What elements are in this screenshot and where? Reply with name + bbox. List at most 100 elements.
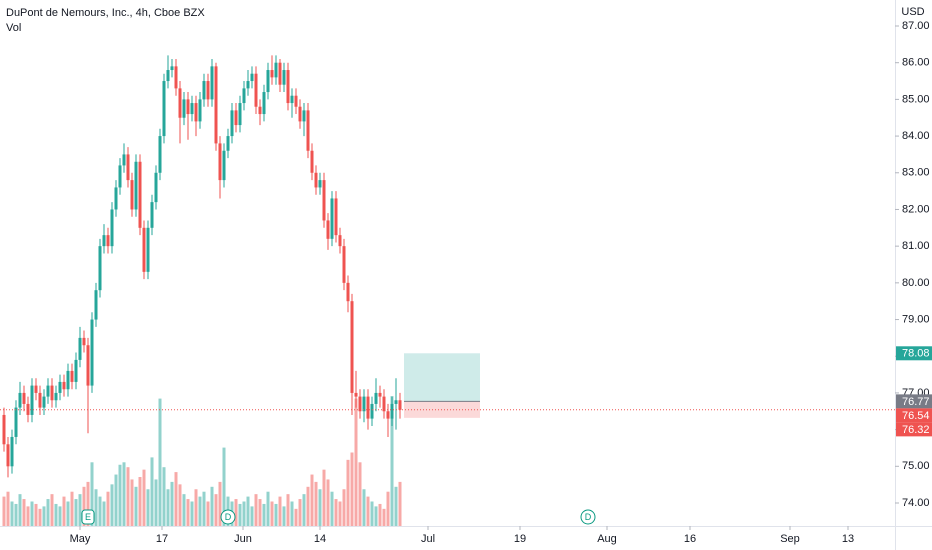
x-tick-label: Aug [597,533,617,545]
volume-bar [26,506,30,526]
candle-body [298,106,302,122]
candle-body [70,370,74,382]
candle-body [238,103,242,126]
candle-body [106,235,110,247]
candle-body [230,110,234,137]
candle-body [114,187,118,210]
x-tick-label: 17 [156,533,168,545]
candle-body [178,88,182,118]
candle-body [38,392,42,408]
volume-bar [238,503,242,526]
volume-bar [382,508,386,526]
volume-bar [6,491,10,526]
candle-body [162,81,166,137]
volume-bar [386,491,390,526]
y-tick-label: 84.00 [902,130,930,142]
candle-body [306,110,310,151]
candle-body [158,136,162,173]
y-tick-label: 86.00 [902,57,930,69]
candle-body [286,70,290,104]
volume-bar [298,499,302,526]
volume-bar [122,462,126,526]
dividend-marker [580,509,596,525]
volume-bar [166,489,170,526]
volume-bar [370,501,374,526]
candle-body [54,392,58,401]
candle-body [214,66,218,144]
price-label-box [896,394,932,409]
volume-bar [158,398,162,526]
volume-bar [258,499,262,526]
candle-body [362,396,366,412]
y-tick-label: 85.00 [902,93,930,105]
candle-body [46,385,50,397]
candle-body [66,370,70,390]
volume-bar [206,501,210,526]
volume-bar [346,459,350,526]
candle-body [98,246,102,291]
candle-body [50,385,54,401]
candle-body [202,81,206,100]
candle-body [350,301,354,393]
candle-body [190,103,194,115]
volume-bar [362,489,366,526]
candle-body [382,396,386,412]
candle-body [170,66,174,71]
candle-body [130,180,134,210]
volume-bar [98,496,102,526]
volume-bar [182,494,186,526]
volume-bar [310,474,314,526]
volume-bar [250,506,254,526]
volume-bar [210,486,214,526]
volume-bar [254,494,258,526]
candle-body [274,62,278,78]
candle-body [78,337,82,360]
price-label: 78.08 [902,348,930,360]
volume-bar [282,506,286,526]
volume-bar [66,501,70,526]
volume-bar [262,503,266,526]
y-tick-label: 74.00 [902,497,930,509]
volume-bar [10,501,14,526]
candle-body [338,235,342,247]
earnings-marker [81,509,95,525]
price-label-box [896,346,932,361]
event-label: E [85,512,91,522]
x-tick-label: Jun [234,533,252,545]
volume-bar [294,508,298,526]
candle-body [74,359,78,382]
candle-body [174,66,178,89]
candle-body [314,172,318,188]
volume-bar [274,503,278,526]
volume-bar [290,501,294,526]
x-tick-label: Sep [780,533,800,545]
candle-body [34,385,38,393]
candle-body [142,227,146,272]
candle-body [10,436,14,467]
volume-bar [42,506,46,526]
candle-body [266,70,270,93]
y-tick-label: 87.00 [902,20,930,32]
candle-body [206,81,210,100]
candle-body [218,143,222,181]
volume-bar [342,489,346,526]
volume-bar [214,494,218,526]
volume-bar [374,506,378,526]
candle-body [186,99,190,115]
candle-body [42,396,46,408]
volume-bar [178,484,182,526]
volume-bar [82,486,86,526]
candle-body [134,161,138,210]
candle-body [290,95,294,104]
volume-bar [318,489,322,526]
volume-bar [18,494,22,526]
volume-bar [114,474,118,526]
volume-bar [234,499,238,526]
volume-bar [190,501,194,526]
candle-body [182,99,186,118]
y-tick-label: 75.00 [902,460,930,472]
volume-bar [202,491,206,526]
volume-bar [94,489,98,526]
candle-body [110,209,114,247]
